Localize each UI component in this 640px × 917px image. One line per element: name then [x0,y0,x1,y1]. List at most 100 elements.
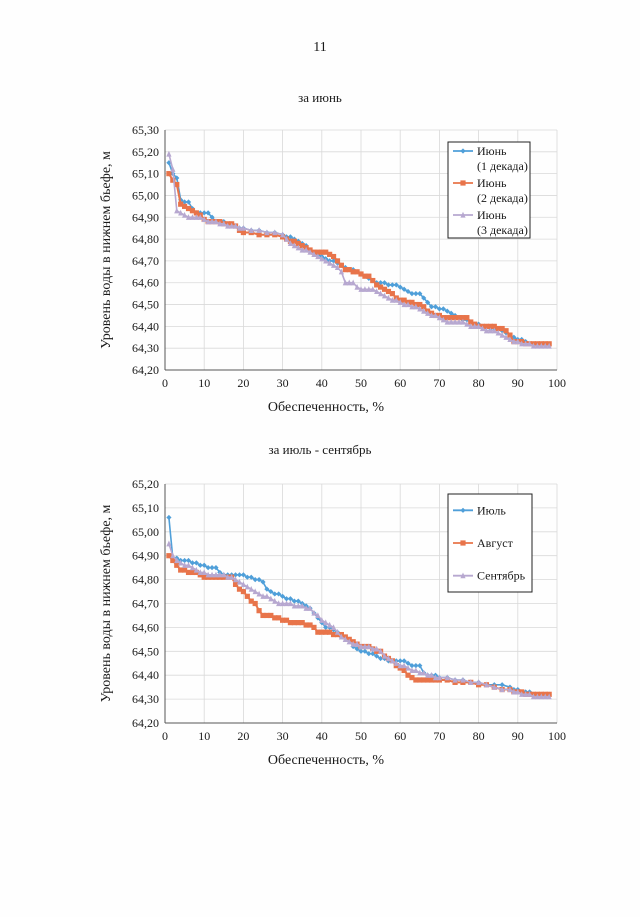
chart-1-series-3-point [381,292,388,299]
chart-1-series-3-point [526,340,533,347]
chart-1-series-3-point [256,227,262,233]
chart-1-series-3-point [464,320,470,327]
chart-2-series-2-point [185,569,192,576]
chart-1-y-tick-label: 64,20 [132,363,159,377]
chart-1-series-3-point [421,307,427,314]
chart-1-series-3-point [460,318,466,325]
chart-1-x-tick-label: 50 [355,376,367,390]
chart-1-series-2-point [507,332,513,338]
chart-2-y-tick-label: 64,50 [132,644,159,658]
chart-2-series-1-point [201,562,207,568]
chart-1-series-3-point [291,242,297,249]
chart-1-series-2-point [483,323,490,329]
chart-1-series-3-point [236,224,243,231]
chart-1-series-3-point [530,342,537,349]
chart-2-x-tick-label: 40 [316,729,328,743]
chart-2-series-2-point [323,629,329,635]
chart-1-y-tick-label: 65,20 [132,145,159,159]
chart-2-series-2-point [264,612,270,619]
chart-1-series-3-point [503,334,509,340]
chart-1-series-2-point [182,203,188,209]
chart-2-series-3-point [272,597,278,604]
chart-1-series-3-point [479,325,486,332]
chart-2-y-tick-label: 64,40 [132,668,159,682]
chart-1-x-tick-label: 30 [277,376,289,390]
chart-1-series-2-point [330,253,337,260]
chart-2-series-3-point [366,643,372,650]
chart-1-series-3-point [280,231,286,238]
chart-2-y-tick-label: 64,30 [132,692,159,706]
chart-1-series-2-point [193,210,199,216]
chart-2-series-1-point [236,572,243,578]
chart-2-series-3-point [397,662,403,669]
chart-1-series-3-point [432,312,439,319]
chart-1-series-3-point [307,248,313,255]
chart-2-series-2-point [178,567,184,573]
chart-1-series-3-point [299,246,305,253]
chart-1-series-3-point [170,166,176,172]
chart-1-series-3-point [178,209,184,216]
chart-2-series-3-point [385,655,392,662]
chart-2-series-2-point [327,629,333,635]
chart-1-series-3-point [472,323,478,329]
chart-2-series-3-point [452,676,458,683]
chart-1-series-3-point [507,336,513,343]
chart-1-series-3-point [201,216,207,223]
chart-2-series-3-point [287,600,294,607]
chart-2-y-tick-label: 64,70 [132,597,159,611]
chart-1-x-tick-label: 80 [473,376,485,390]
chart-2-series-2-point [174,562,180,568]
chart-2-series-3-point [189,564,196,571]
chart-2-series-3-point [546,693,552,700]
chart-1-series-3-point [264,229,270,236]
chart-2-series-3-point [338,633,344,640]
chart-2-series-3-point [323,619,329,626]
chart-1-series-3-point [483,327,490,334]
chart-1-series-3-point [444,318,450,325]
chart-2-series-3-point [350,640,356,647]
chart-2-series-3-point [530,693,537,700]
chart-2-series-1-point [280,593,286,599]
chart-2-series-3-point [291,602,297,609]
chart-1-y-axis-title: Уровень воды в нижнем бьефе, м [99,151,114,349]
chart-2-y-tick-label: 64,20 [132,716,159,730]
chart-1-series-3-point [272,229,278,236]
chart-1-series-3-point [358,286,364,292]
chart-1-series-1-point [417,291,423,297]
chart-2-series-2-point [287,620,294,626]
chart-2-series-3-point [381,652,388,659]
chart-2-series-3-point [389,657,395,664]
chart-1-series-2-point [460,315,466,321]
chart-1-series-3-point [189,214,196,220]
chart-1-x-tick-label: 20 [237,376,249,390]
chart-1-series-3-point [166,150,172,157]
chart-june: 0 10 20 30 40 50 60 70 80 90 100 64,20 64,30 64,40 64,… [99,123,566,415]
chart-1-series-1-point [182,199,188,205]
chart-2-series-3-point [417,669,423,676]
chart-1-series-2-point [189,208,196,214]
chart-1-series-2-point [448,315,454,321]
chart-1-series-3-point [534,342,540,349]
chart-2-legend-swatch-marker [460,540,466,546]
chart-1-series-3-point [283,235,290,242]
chart-1-series-3-point [319,255,325,262]
chart-2-series-2-point [311,624,317,630]
chart-1-series-2-point [323,249,329,255]
chart-1-series-2-point [170,177,176,183]
chart-2-series-2-point [276,615,282,621]
chart-1-series-3-point [405,301,411,308]
chart-2-series-3-point [334,628,341,635]
chart-2-series-3-point [362,643,368,650]
chart-1-legend-label: Июнь [477,144,507,158]
chart-2-y-axis-title: Уровень воды в нижнем бьефе, м [99,504,114,702]
chart-1-title: за июнь [298,90,342,105]
chart-1-series-2-point [401,297,407,303]
chart-2-series-3-point [268,595,274,602]
chart-2-x-tick-label: 50 [355,729,367,743]
chart-1-series-3-point [436,314,442,321]
chart-1-series-2-point [444,315,450,321]
chart-1-series-2-point [503,328,509,334]
chart-2-series-2-point [409,674,415,681]
chart-1-series-3-point [209,218,215,225]
chart-2-series-3-point [327,621,333,628]
